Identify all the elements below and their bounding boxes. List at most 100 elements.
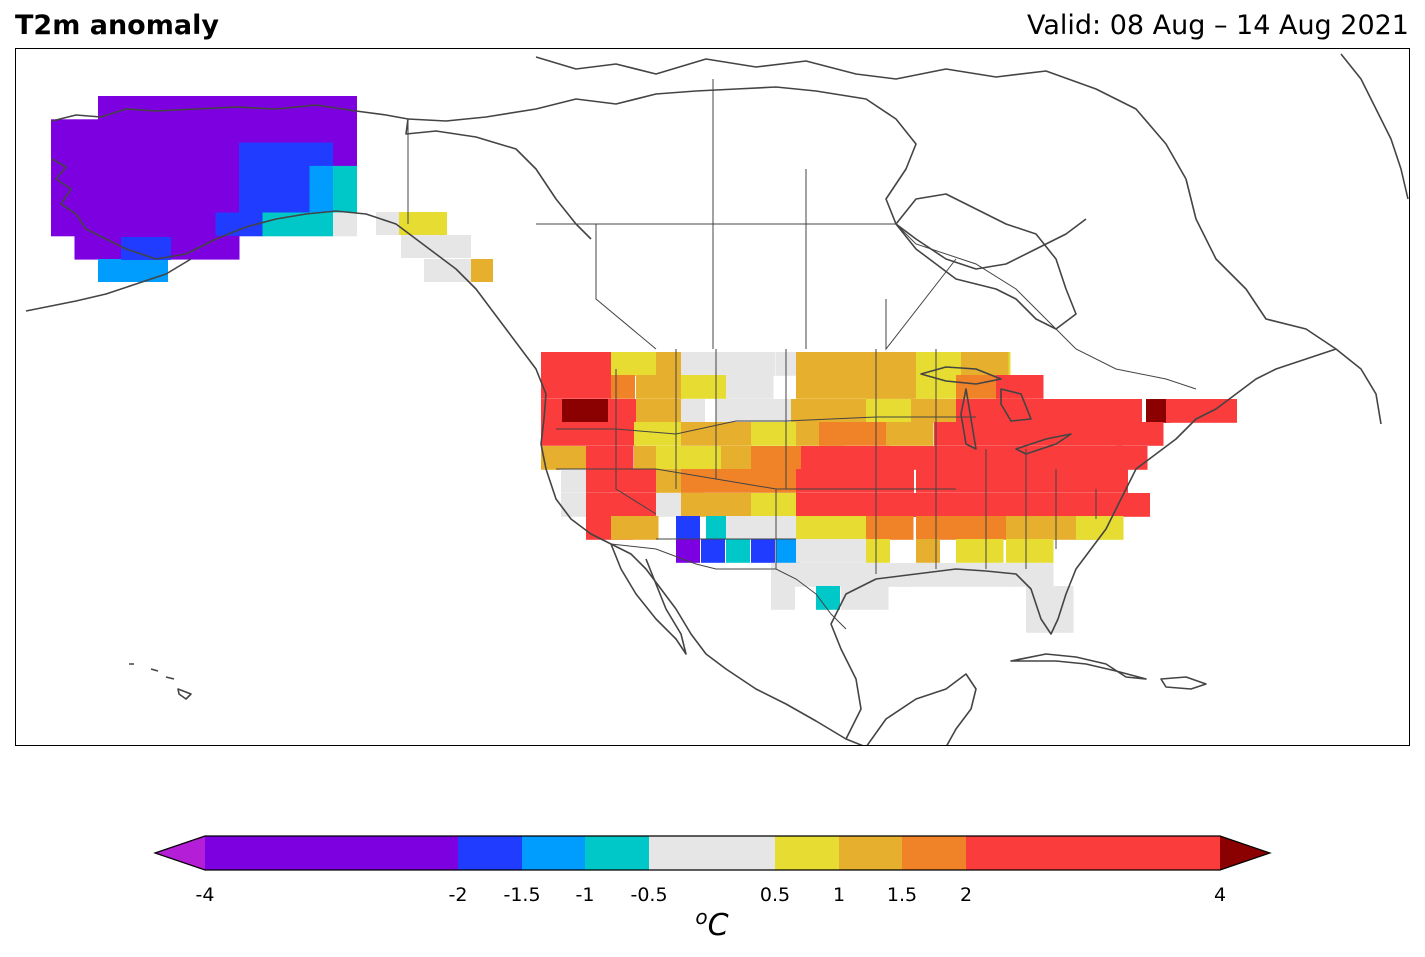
anomaly-cell <box>192 165 216 190</box>
anomaly-cell <box>541 375 612 399</box>
anomaly-cell <box>215 189 240 213</box>
anomaly-cell <box>215 142 240 167</box>
canada-provinces <box>595 79 957 351</box>
greenland <box>1340 53 1409 200</box>
colorbar-bin <box>839 836 902 870</box>
anomaly-cell <box>286 142 310 167</box>
coastlines <box>25 53 1409 745</box>
anomaly-cell <box>286 189 310 213</box>
anomaly-cell <box>956 539 1004 563</box>
anomaly-cell <box>309 212 334 237</box>
us-canada-border <box>407 119 1197 390</box>
anomaly-cell <box>145 165 169 190</box>
colorbar-tick-label: -4 <box>195 884 215 906</box>
anomaly-cell <box>121 237 171 260</box>
anomaly-cell <box>309 96 334 120</box>
anomaly-cell <box>636 399 684 423</box>
anomaly-cell <box>796 539 867 563</box>
west-coast <box>490 308 864 745</box>
arctic-coast <box>407 86 1087 270</box>
anomaly-cell <box>286 96 310 120</box>
anomaly-cell <box>51 119 75 144</box>
anomaly-cell <box>145 119 169 144</box>
anomaly-cell <box>74 212 99 237</box>
colorbar-bins <box>205 836 1220 870</box>
anomaly-cell <box>916 539 940 563</box>
anomaly-cell <box>98 235 122 260</box>
anomaly-cell <box>262 189 287 213</box>
anomaly-cell <box>192 142 216 167</box>
anomaly-cell <box>262 142 287 167</box>
anomaly-cell <box>74 165 99 190</box>
colorbar-unit-label: oC <box>695 905 728 943</box>
valid-period: Valid: 08 Aug – 14 Aug 2021 <box>1026 10 1409 41</box>
arctic-islands <box>535 56 1187 180</box>
anomaly-cell <box>716 399 811 423</box>
anomaly-cell <box>215 119 240 144</box>
anomaly-cell <box>98 119 122 144</box>
anomaly-cell <box>796 469 914 493</box>
anomaly-cell <box>309 189 334 213</box>
anomaly-cell <box>541 422 636 446</box>
anomaly-cell <box>333 119 357 144</box>
baja-california <box>610 543 687 655</box>
anomaly-cell <box>771 563 842 587</box>
anomaly-cell <box>866 446 1008 470</box>
anomaly-cell <box>916 469 1128 493</box>
anomaly-cell <box>611 516 659 540</box>
anomaly-cell <box>98 189 122 213</box>
anomaly-cell <box>98 142 122 167</box>
anomaly-cell <box>286 165 310 190</box>
anomaly-cell <box>681 469 799 493</box>
anomaly-cell <box>262 96 287 120</box>
anomaly-cell <box>1076 516 1124 540</box>
anomaly-cell <box>791 399 886 423</box>
anomaly-cell <box>399 212 447 235</box>
map-title: T2m anomaly <box>15 10 219 41</box>
unit-celsius: C <box>707 908 729 943</box>
colorbar-tick-label: 1 <box>832 884 846 906</box>
anomaly-cell <box>1006 563 1054 587</box>
colorbar-tick-label: -1 <box>575 884 595 906</box>
anomaly-cell <box>1116 422 1164 446</box>
anomaly-cell <box>239 119 263 144</box>
anomaly-cell <box>751 422 799 446</box>
cuba <box>1010 653 1147 680</box>
anomaly-cell <box>215 165 240 190</box>
colorbar-bin <box>966 836 1220 870</box>
anomaly-cell <box>816 586 840 610</box>
anomaly-cell <box>121 189 146 213</box>
anomaly-cell <box>996 375 1044 399</box>
anomaly-cell <box>681 375 729 399</box>
anomaly-cell <box>333 212 357 237</box>
colorbar-bin <box>522 836 585 870</box>
anomaly-cell <box>121 165 146 190</box>
anomaly-cell <box>866 516 914 540</box>
lake-huron <box>1000 388 1032 422</box>
anomaly-cell <box>239 189 263 213</box>
lake-superior <box>920 366 1002 385</box>
baffin <box>1185 178 1337 350</box>
anomaly-cell <box>656 446 727 470</box>
anomaly-cell <box>896 563 1014 587</box>
borders <box>407 79 1197 630</box>
anomaly-cell <box>121 142 146 167</box>
anomaly-cell <box>801 446 872 470</box>
anomaly-cell <box>1026 609 1074 633</box>
anomaly-cell <box>286 212 310 237</box>
anomaly-cell <box>215 212 240 237</box>
anomaly-cell <box>681 352 776 376</box>
aleutians <box>25 258 192 312</box>
anomaly-cell <box>51 142 75 167</box>
colorbar-tick-label: 0.5 <box>759 884 791 906</box>
anomaly-cell <box>168 212 193 237</box>
anomaly-cell <box>333 189 357 213</box>
anomaly-cell <box>333 165 357 190</box>
anomaly-cell <box>309 119 334 144</box>
map-canvas <box>25 53 1409 745</box>
anomaly-cell <box>145 96 169 120</box>
anomaly-cell <box>74 142 99 167</box>
anomaly-cell <box>911 399 959 423</box>
anomaly-cell <box>262 212 287 237</box>
anomaly-cell <box>168 142 193 167</box>
